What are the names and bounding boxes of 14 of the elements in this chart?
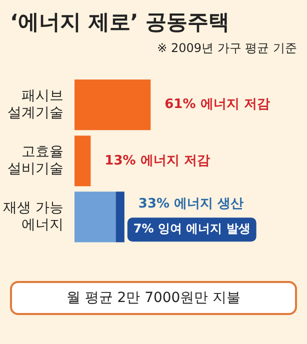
data-label: 61% 에너지 저감: [164, 97, 270, 112]
bar: [74, 136, 91, 186]
text: ※ 2009년 가구 평균 기준: [156, 40, 298, 57]
y-tick-label: 재생 가능 에너지: [2, 200, 64, 234]
text: 월 평균 2만 7000원만 지불: [10, 281, 297, 315]
y-tick-label: 패시브 설계기술: [7, 88, 64, 121]
data-label: 33% 에너지 생산: [138, 196, 244, 212]
chart-title: ‘에너지 제로’ 공동주택: [9, 9, 231, 36]
bar: [74, 80, 151, 130]
data-label: 7% 잉여 에너지 발생: [133, 222, 250, 236]
bar: [116, 192, 124, 242]
data-label: 13% 에너지 저감: [104, 153, 210, 168]
bar: [74, 192, 116, 242]
y-tick-label: 고효율 설비기술: [7, 144, 64, 177]
